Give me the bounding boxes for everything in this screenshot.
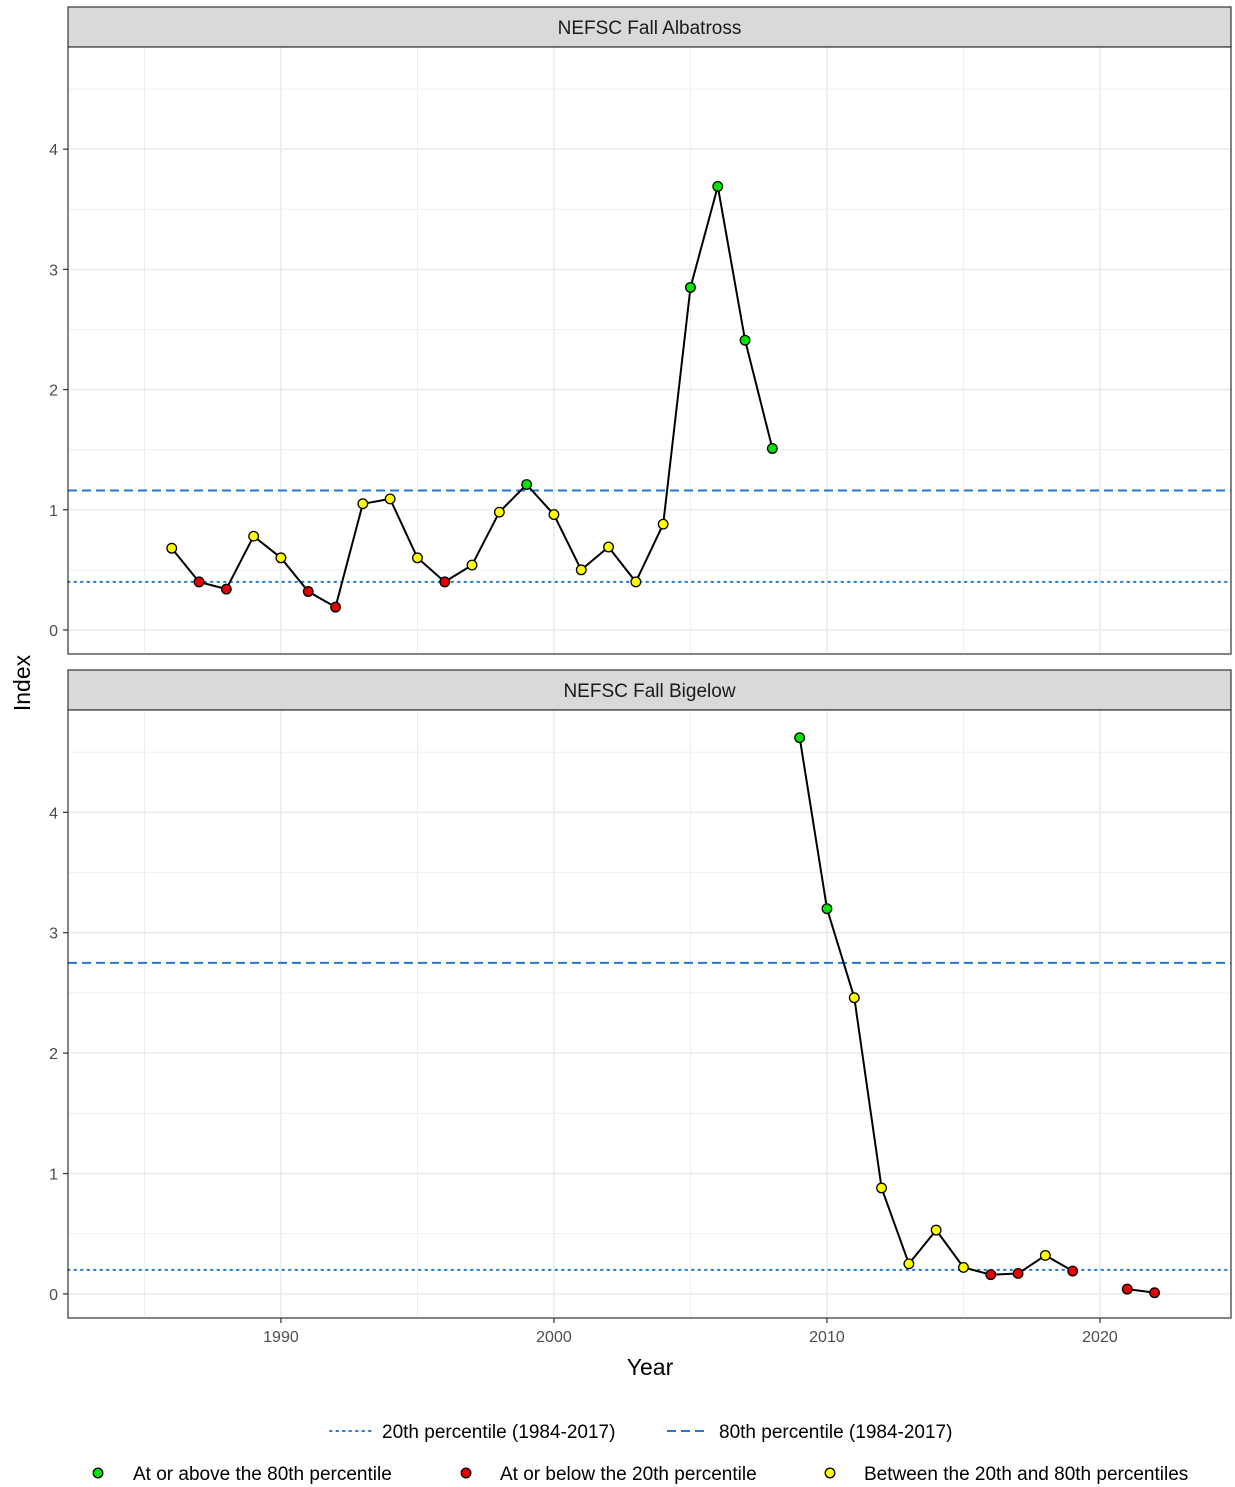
data-point-1989 [248, 530, 260, 542]
data-point-1992 [330, 601, 341, 613]
data-point-2010 [821, 903, 833, 915]
panel-2: NEFSC Fall Bigelow 0 1 2 3 4 1990 2000 2010 2020 [49, 669, 1232, 1346]
data-point-1990 [275, 552, 287, 564]
data-point-1991 [302, 586, 314, 597]
data-point-1993 [357, 498, 369, 510]
legend-label: At or below the 20th percentile [500, 1464, 757, 1485]
y-tick-label: 1 [49, 503, 58, 520]
legend-label: At or above the 80th percentile [133, 1464, 392, 1485]
data-point-2013 [903, 1258, 915, 1270]
legend-key-point-below [460, 1467, 472, 1479]
y-tick-label: 2 [49, 383, 58, 400]
data-point-1987 [193, 576, 205, 588]
data-point-1988 [220, 583, 232, 595]
legend: 20th percentile (1984-2017) 80th percenti… [92, 1422, 1188, 1485]
data-point-2017 [1012, 1268, 1024, 1279]
data-point-2008 [766, 443, 778, 454]
panel-background [68, 710, 1231, 1318]
data-point-2004 [657, 518, 669, 530]
data-point-2011 [848, 992, 860, 1004]
panel-strip-label: NEFSC Fall Bigelow [563, 681, 735, 702]
data-point-2007 [739, 334, 751, 346]
x-tick-label: 2010 [809, 1329, 845, 1346]
panel-strip [67, 6, 1232, 48]
legend-label: 20th percentile (1984-2017) [382, 1422, 615, 1443]
data-point-2001 [575, 564, 587, 576]
data-point-2002 [603, 541, 614, 553]
data-point-2016 [985, 1269, 997, 1281]
y-tick-label: 4 [49, 142, 58, 159]
panel-border [67, 709, 1232, 1319]
data-point-2022 [1149, 1287, 1161, 1299]
data-point-1998 [493, 506, 505, 518]
data-point-2012 [876, 1182, 888, 1194]
data-point-1995 [411, 552, 423, 564]
data-point-2006 [712, 180, 724, 192]
data-point-2003 [630, 576, 642, 588]
data-point-2000 [548, 509, 560, 521]
x-tick-label: 2000 [536, 1329, 572, 1346]
data-point-2021 [1121, 1283, 1133, 1295]
data-point-2015 [958, 1261, 969, 1273]
legend-label: Between the 20th and 80th percentiles [864, 1464, 1188, 1485]
data-point-1999 [521, 479, 533, 490]
y-tick-label: 3 [49, 926, 58, 943]
y-axis-title: Index [9, 654, 35, 711]
data-point-1986 [166, 542, 178, 554]
data-point-1994 [384, 493, 396, 505]
data-point-2018 [1039, 1249, 1051, 1261]
legend-key-point-between [824, 1467, 836, 1479]
y-tick-label: 2 [49, 1046, 58, 1063]
panel-border [67, 46, 1232, 655]
legend-key-point-above [92, 1467, 104, 1479]
y-tick-label: 3 [49, 262, 58, 279]
y-tick-label: 0 [49, 1287, 58, 1304]
panel-strip-label: NEFSC Fall Albatross [558, 18, 742, 39]
x-tick-label: 1990 [263, 1329, 299, 1346]
x-axis-title: Year [627, 1354, 674, 1380]
y-tick-label: 0 [49, 623, 58, 640]
data-point-1997 [466, 559, 478, 571]
data-point-2009 [794, 732, 806, 744]
data-point-2014 [930, 1224, 942, 1236]
data-point-1996 [439, 576, 451, 588]
data-point-2005 [685, 281, 696, 293]
y-tick-label: 1 [49, 1167, 58, 1184]
x-tick-label: 2020 [1082, 1329, 1118, 1346]
data-point-2019 [1067, 1265, 1079, 1277]
legend-label: 80th percentile (1984-2017) [719, 1422, 952, 1443]
y-tick-label: 4 [49, 805, 58, 822]
panel-background [68, 47, 1231, 654]
panel-1: NEFSC Fall Albatross 0 1 2 3 4 [49, 6, 1232, 655]
